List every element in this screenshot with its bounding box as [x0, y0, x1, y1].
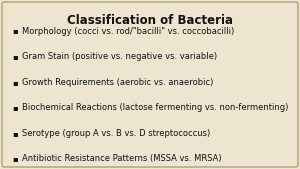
Text: Serotype (group A vs. B vs. D streptococcus): Serotype (group A vs. B vs. D streptococ… [22, 129, 210, 138]
Text: ▪: ▪ [12, 129, 18, 138]
Text: Antibiotic Resistance Patterns (MSSA vs. MRSA): Antibiotic Resistance Patterns (MSSA vs.… [22, 154, 222, 163]
FancyBboxPatch shape [2, 2, 298, 167]
Text: ▪: ▪ [12, 154, 18, 163]
Text: Biochemical Reactions (lactose fermenting vs. non-fermenting): Biochemical Reactions (lactose fermentin… [22, 103, 288, 112]
Text: ▪: ▪ [12, 103, 18, 112]
Text: ▪: ▪ [12, 52, 18, 61]
Text: ▪: ▪ [12, 78, 18, 87]
Text: Morphology (cocci vs. rod/"bacilli" vs. coccobacilli): Morphology (cocci vs. rod/"bacilli" vs. … [22, 27, 234, 35]
Text: ▪: ▪ [12, 27, 18, 35]
Text: Growth Requirements (aerobic vs. anaerobic): Growth Requirements (aerobic vs. anaerob… [22, 78, 213, 87]
Text: Classification of Bacteria: Classification of Bacteria [67, 14, 233, 27]
Text: Gram Stain (positive vs. negative vs. variable): Gram Stain (positive vs. negative vs. va… [22, 52, 217, 61]
